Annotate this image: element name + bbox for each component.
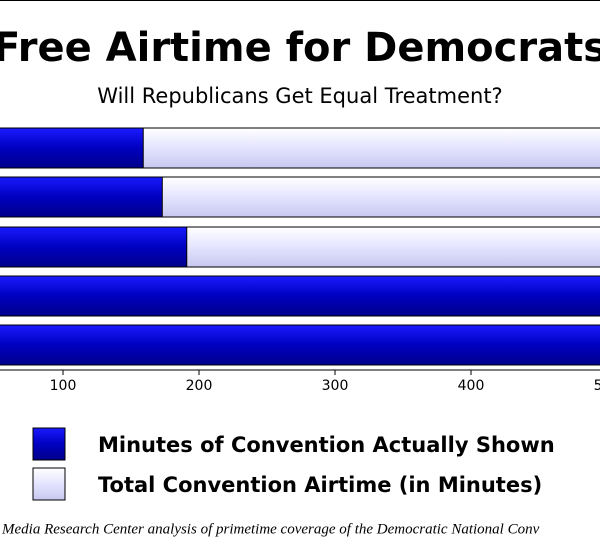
shown-bar (0, 324, 600, 366)
x-tick-label: 400 (458, 378, 485, 394)
x-tick-label: 300 (322, 378, 349, 394)
shown-bar (0, 275, 600, 317)
x-tick-label: 500 (594, 378, 600, 394)
shown-bar (0, 226, 188, 268)
legend-label: Total Convention Airtime (in Minutes) (98, 473, 542, 497)
x-tick-label: 200 (186, 378, 213, 394)
legend-swatch (32, 467, 66, 501)
chart-subtitle: Will Republicans Get Equal Treatment? (97, 84, 502, 108)
legend-label: Minutes of Convention Actually Shown (98, 433, 555, 457)
shown-bar (0, 127, 144, 169)
legend-swatch (32, 427, 66, 461)
shown-bar (0, 176, 163, 218)
chart-title: Free Airtime for Democrats (0, 25, 600, 71)
x-tick-label: 100 (50, 378, 77, 394)
source-note: Media Research Center analysis of primet… (1, 521, 540, 537)
